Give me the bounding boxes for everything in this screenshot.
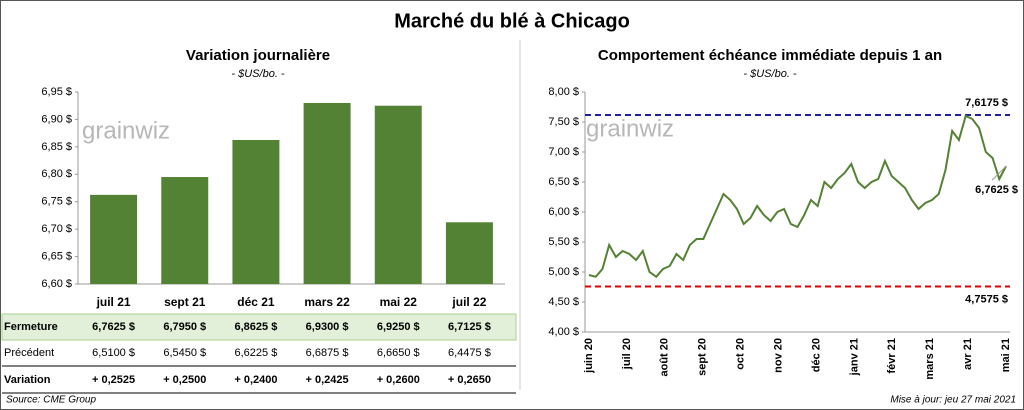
x-tick-label: juil 22 — [451, 295, 486, 309]
y-tick-label: 7,00 $ — [548, 146, 579, 158]
table-cell: + 0,2425 — [306, 374, 349, 386]
x-tick-label: déc 21 — [237, 295, 275, 309]
y-tick-label: 6,65 $ — [41, 250, 72, 262]
y-tick-label: 4,00 $ — [548, 326, 579, 338]
row-label: Précédent — [4, 347, 54, 359]
x-tick-label: mai 22 — [380, 295, 418, 309]
watermark: grainwiz — [586, 115, 674, 142]
page-title: Marché du blé à Chicago — [394, 10, 630, 32]
table-cell: 6,7625 $ — [92, 321, 135, 333]
y-tick-label: 6,60 $ — [41, 278, 72, 290]
table-cell: 6,9300 $ — [306, 321, 349, 333]
x-tick-label: juil 20 — [621, 338, 633, 370]
update-date: Mise à jour: jeu 27 mai 2021 — [890, 395, 1016, 406]
row-highlight — [1, 313, 517, 341]
x-tick-label: déc 20 — [810, 338, 822, 372]
last-value-label: 6,7625 $ — [975, 184, 1018, 196]
line-title: Comportement échéance immédiate depuis 1… — [598, 47, 942, 64]
table-cell: 6,4475 $ — [448, 347, 491, 359]
y-tick-label: 6,75 $ — [41, 196, 72, 208]
x-tick-label: août 20 — [659, 338, 671, 377]
x-tick-label: avr 21 — [962, 338, 974, 370]
table-cell: 6,7950 $ — [163, 321, 206, 333]
bar — [232, 140, 280, 284]
table-cell: + 0,2650 — [448, 374, 491, 386]
bar — [374, 105, 422, 284]
bar — [161, 177, 209, 284]
y-tick-label: 4,50 $ — [548, 296, 579, 308]
x-tick-label: sept 21 — [164, 295, 206, 309]
table-cell: + 0,2500 — [163, 374, 206, 386]
table-cell: + 0,2400 — [234, 374, 277, 386]
y-tick-label: 6,00 $ — [548, 206, 579, 218]
y-tick-label: 8,00 $ — [548, 86, 579, 98]
price-line — [588, 114, 1007, 279]
table-cell: + 0,2525 — [92, 374, 135, 386]
table-cell: + 0,2600 — [377, 374, 420, 386]
source: Source: CME Group — [6, 395, 96, 406]
y-tick-label: 6,95 $ — [41, 86, 72, 98]
table-cell: 6,6650 $ — [377, 347, 420, 359]
x-tick-label: janv 21 — [848, 338, 860, 376]
bar — [303, 102, 351, 284]
y-tick-label: 6,50 $ — [548, 176, 579, 188]
bar — [445, 222, 493, 284]
table-cell: 6,9250 $ — [377, 321, 420, 333]
x-tick-label: mars 22 — [304, 295, 350, 309]
table-cell: 6,7125 $ — [448, 321, 491, 333]
row-label: Variation — [4, 374, 51, 386]
line-subtitle: - $US/bo. - — [743, 68, 797, 80]
row-label: Fermeture — [4, 321, 58, 333]
x-tick-label: sept 20 — [697, 338, 709, 376]
x-tick-label: juil 21 — [96, 295, 131, 309]
y-tick-label: 6,85 $ — [41, 141, 72, 153]
table-cell: 6,5450 $ — [163, 347, 206, 359]
table-cell: 6,8625 $ — [235, 321, 278, 333]
x-tick-label: mai 21 — [1000, 338, 1012, 372]
y-tick-label: 6,90 $ — [41, 113, 72, 125]
x-tick-label: févr 21 — [886, 338, 898, 373]
y-tick-label: 6,80 $ — [41, 168, 72, 180]
bar-subtitle: - $US/bo. - — [231, 68, 285, 80]
reference-label: 4,7575 $ — [965, 293, 1008, 305]
y-tick-label: 6,70 $ — [41, 223, 72, 235]
y-tick-label: 7,50 $ — [548, 116, 579, 128]
y-tick-label: 5,50 $ — [548, 236, 579, 248]
x-tick-label: oct 20 — [735, 338, 747, 370]
bar — [90, 194, 138, 284]
table-cell: 6,6875 $ — [306, 347, 349, 359]
x-tick-label: mars 21 — [924, 338, 936, 380]
bar-title: Variation journalière — [186, 47, 330, 64]
reference-label: 7,6175 $ — [965, 97, 1008, 109]
table-cell: 6,6225 $ — [235, 347, 278, 359]
x-tick-label: nov 20 — [772, 338, 784, 373]
x-tick-label: juin 20 — [583, 338, 595, 374]
table-cell: 6,5100 $ — [92, 347, 135, 359]
last-leader — [991, 165, 1007, 181]
y-tick-label: 5,00 $ — [548, 266, 579, 278]
watermark: grainwiz — [82, 117, 170, 144]
